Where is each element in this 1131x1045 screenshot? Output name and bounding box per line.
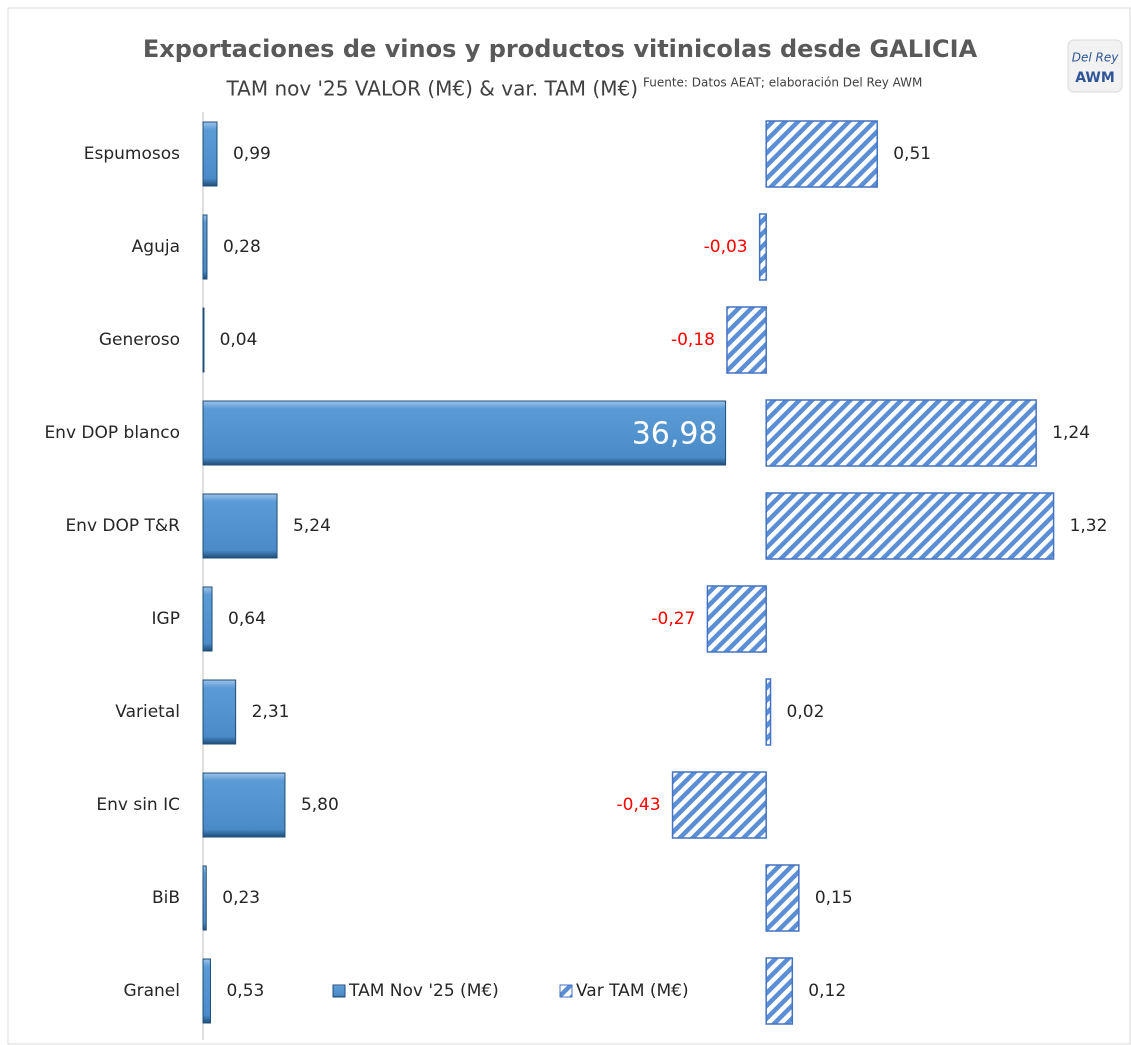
legend-label: Var TAM (M€) — [576, 981, 689, 1001]
category-label: Granel — [123, 981, 180, 1001]
category-label: Env DOP blanco — [44, 423, 180, 443]
value-label: 0,12 — [808, 981, 846, 1001]
value-label: -0,27 — [651, 609, 695, 629]
legend-label: TAM Nov '25 (M€) — [348, 981, 499, 1001]
bar — [706, 585, 767, 653]
bar — [202, 586, 213, 652]
bar — [758, 213, 767, 281]
value-label: 0,15 — [815, 888, 853, 908]
bar — [765, 492, 1055, 560]
value-label: 0,28 — [223, 237, 261, 257]
value-label: 0,53 — [226, 981, 264, 1001]
bar — [765, 678, 772, 746]
bar — [726, 306, 767, 374]
category-label: BiB — [152, 888, 180, 908]
category-label: Varietal — [115, 702, 180, 722]
value-label: 0,23 — [222, 888, 260, 908]
value-label: 5,24 — [293, 516, 331, 536]
category-label: Env sin IC — [96, 795, 180, 815]
bar — [202, 772, 286, 838]
value-label: 1,32 — [1070, 516, 1108, 536]
bar — [202, 493, 278, 559]
bar — [202, 865, 207, 931]
value-label: -0,43 — [617, 795, 661, 815]
legend-swatch — [559, 984, 573, 998]
value-label: 0,51 — [893, 144, 931, 164]
bar — [765, 399, 1037, 467]
bar — [765, 120, 878, 188]
value-label: 0,02 — [787, 702, 825, 722]
category-label: Env DOP T&R — [65, 516, 180, 536]
value-label: 0,99 — [233, 144, 271, 164]
bar — [765, 957, 794, 1025]
value-label: 0,04 — [220, 330, 258, 350]
logo-text: AWM — [1075, 70, 1115, 86]
chart-title: Exportaciones de vinos y productos vitin… — [143, 35, 978, 63]
category-label: Generoso — [99, 330, 180, 350]
category-label: IGP — [152, 609, 180, 629]
bar — [671, 771, 767, 839]
bar — [202, 121, 218, 187]
value-label: -0,18 — [671, 330, 715, 350]
bar — [202, 679, 237, 745]
chart-subtitle: TAM nov '25 VALOR (M€) & var. TAM (M€) — [225, 77, 638, 101]
bar — [202, 214, 208, 280]
logo-box — [1067, 39, 1123, 93]
value-label: 0,64 — [228, 609, 266, 629]
category-label: Aguja — [132, 237, 180, 257]
value-label: 5,80 — [301, 795, 339, 815]
category-label: Espumosos — [84, 144, 180, 164]
value-label: 1,24 — [1052, 423, 1090, 443]
source-note: Fuente: Datos AEAT; elaboración Del Rey … — [643, 76, 922, 90]
value-label: -0,03 — [704, 237, 748, 257]
logo-text: Del Rey — [1072, 51, 1119, 65]
value-label: 2,31 — [252, 702, 290, 722]
value-label: 36,98 — [632, 417, 718, 452]
bar — [765, 864, 800, 932]
bar — [202, 958, 211, 1024]
legend-swatch — [332, 984, 346, 998]
bar — [202, 400, 727, 466]
bar — [202, 307, 205, 373]
chart-frame — [7, 7, 1131, 1045]
